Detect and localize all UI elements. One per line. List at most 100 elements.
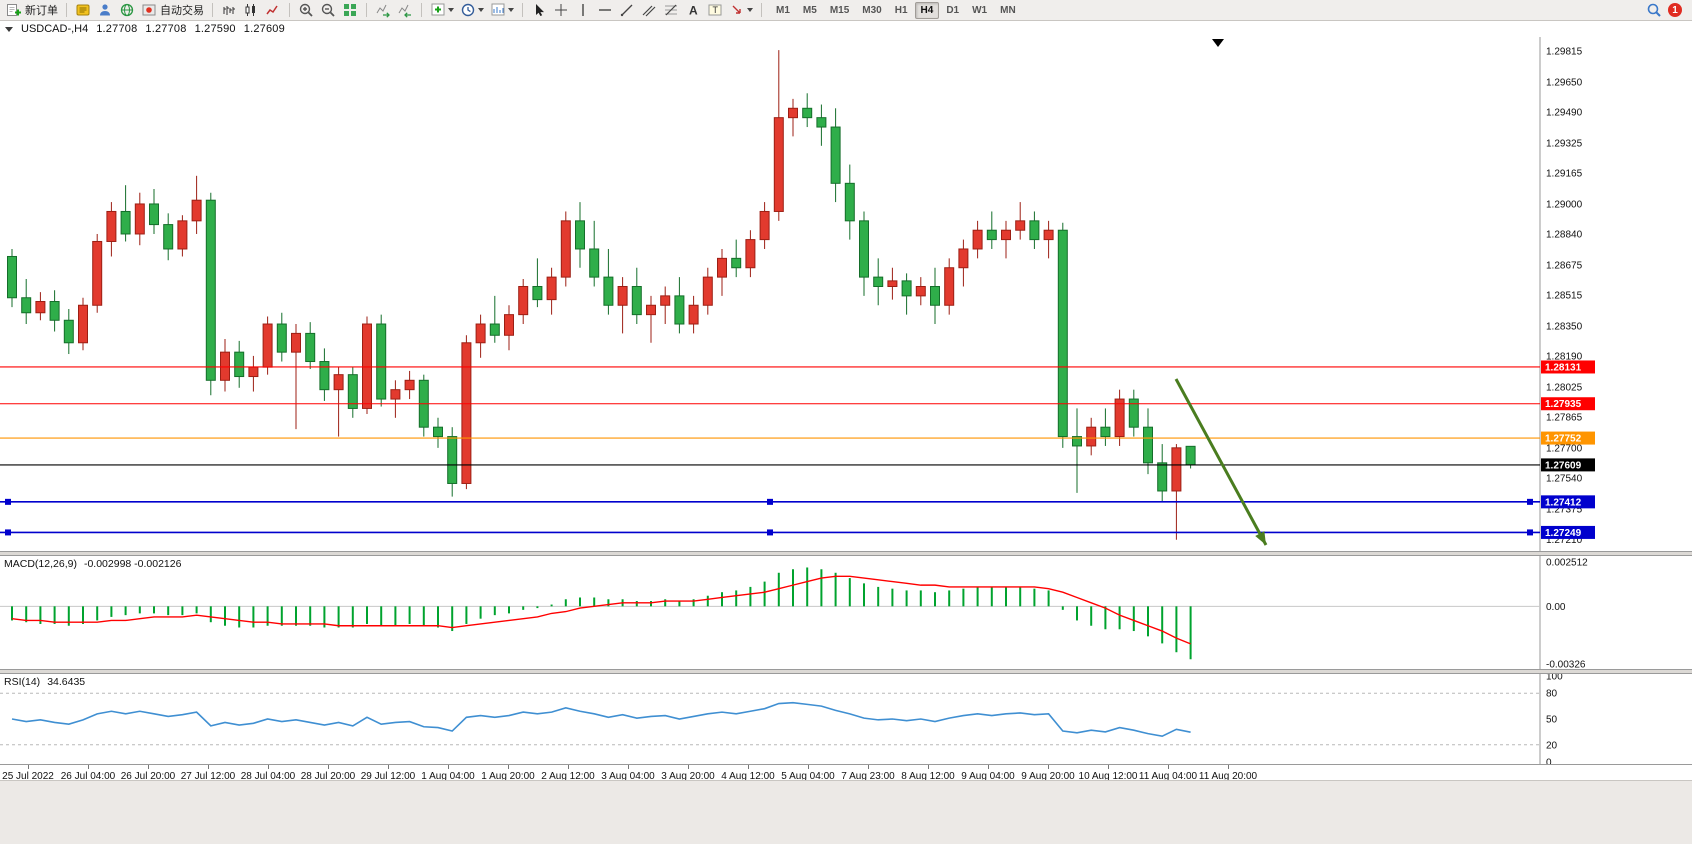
- candle: [731, 257, 742, 269]
- candle: [504, 314, 514, 336]
- candle: [873, 276, 884, 287]
- trend-arrow-head: [1255, 531, 1266, 545]
- zoom-out-icon: [321, 3, 335, 17]
- main-chart-pane[interactable]: 1.29815 1.29650 1.29490 1.29325 1.29165 1.290…: [0, 37, 1692, 551]
- timeframe-w1-button[interactable]: W1: [972, 4, 988, 16]
- hlines-layer: 1.28131 1.27935 1.27752 1.27609 1.27412 1.272…: [0, 360, 1595, 539]
- svg-text:1.27935: 1.27935: [1545, 399, 1582, 410]
- time-axis[interactable]: 25 Jul 2022 26 Jul 04:00 26 Jul 20:00 27 Ju…: [0, 764, 1692, 785]
- timeframe-m5-button[interactable]: M5: [802, 4, 817, 16]
- tile-windows-icon: [344, 4, 356, 16]
- trend-arrow: [1174, 378, 1268, 546]
- cursor-button[interactable]: [529, 1, 549, 19]
- periods-button[interactable]: [458, 1, 486, 19]
- candle: [163, 224, 174, 250]
- candle: [92, 240, 103, 306]
- navigator-button[interactable]: [117, 1, 137, 19]
- candle: [262, 323, 273, 368]
- candle: [688, 304, 699, 325]
- zoom-out-button[interactable]: [318, 1, 338, 19]
- time-axis-label: 1 Aug 04:00: [421, 771, 475, 782]
- time-tick: [688, 765, 689, 769]
- candlestick-chart-button[interactable]: [241, 1, 261, 19]
- trendline-button[interactable]: [617, 1, 637, 19]
- candle: [1086, 426, 1097, 447]
- candle: [1171, 447, 1182, 492]
- time-tick: [928, 765, 929, 769]
- macd-scale-label: 0.002512: [1546, 557, 1588, 568]
- price-tag: [1541, 525, 1595, 539]
- rsi-value: 34.6435: [47, 676, 86, 688]
- autotrading-button[interactable]: 自动交易: [139, 1, 206, 19]
- macd-chart-svg[interactable]: 0.002512 0.00 -0.00326: [0, 556, 1692, 669]
- macd-pane[interactable]: MACD(12,26,9) -0.002998 -0.002126 0.0025…: [0, 556, 1692, 669]
- time-axis-label: 10 Aug 12:00: [1078, 771, 1138, 782]
- indicators-button[interactable]: [428, 1, 456, 19]
- auto-scroll-button[interactable]: [373, 1, 393, 19]
- candle: [35, 301, 46, 314]
- search-button[interactable]: [1644, 1, 1664, 19]
- candle: [404, 379, 415, 391]
- notification-badge[interactable]: 1: [1668, 3, 1682, 17]
- timeframe-m1-button[interactable]: M1: [776, 4, 790, 16]
- vertical-line-button[interactable]: [573, 1, 593, 19]
- horizontal-line-button[interactable]: [595, 1, 615, 19]
- candlestick-chart-svg[interactable]: 1.29815 1.29650 1.29490 1.29325 1.29165 1.290…: [0, 37, 1692, 551]
- timeframe-m15-button[interactable]: M15: [829, 4, 850, 16]
- chart-shift-button[interactable]: [395, 1, 415, 19]
- fibonacci-button[interactable]: [661, 1, 681, 19]
- text-label-button[interactable]: T: [705, 1, 725, 19]
- equidistant-channel-icon: [642, 5, 656, 17]
- candles-layer: [7, 50, 1196, 540]
- timeframe-m30-button[interactable]: M30: [862, 4, 882, 16]
- rsi-title: RSI(14): [4, 676, 41, 688]
- time-axis-label: 25 Jul 2022: [2, 771, 54, 782]
- macd-label: MACD(12,26,9) -0.002998 -0.002126: [4, 558, 181, 570]
- bar-chart-button[interactable]: [219, 1, 239, 19]
- candle: [177, 220, 188, 250]
- candle: [347, 374, 358, 409]
- collapse-chart-arrow-icon[interactable]: [5, 26, 13, 32]
- candle: [205, 199, 216, 381]
- svg-text:1.27249: 1.27249: [1545, 528, 1582, 539]
- timeframe-d1-button[interactable]: D1: [946, 4, 960, 16]
- timeframe-h4-button[interactable]: H4: [914, 1, 940, 19]
- metaeditor-button[interactable]: [73, 1, 93, 19]
- fibonacci-icon: [665, 4, 677, 16]
- time-tick: [1108, 765, 1109, 769]
- tile-windows-button[interactable]: [340, 1, 360, 19]
- rsi-pane[interactable]: RSI(14) 34.6435 100 80 50 20 0: [0, 674, 1692, 764]
- candle: [844, 182, 855, 222]
- time-tick: [88, 765, 89, 769]
- arrows-button[interactable]: [727, 1, 755, 19]
- candle: [1114, 398, 1125, 438]
- rsi-chart-svg[interactable]: 100 80 50 20 0: [0, 674, 1692, 764]
- pane-separator[interactable]: [0, 669, 1692, 674]
- candle: [134, 203, 145, 235]
- line-handle: [767, 498, 773, 505]
- candle: [887, 280, 898, 287]
- timeframe-mn-button[interactable]: MN: [1000, 4, 1016, 16]
- crosshair-button[interactable]: [551, 1, 571, 19]
- timeframe-h1-button[interactable]: H1: [894, 4, 908, 16]
- chart-shift-marker: [1212, 39, 1224, 47]
- candle: [447, 436, 458, 484]
- line-chart-button[interactable]: [263, 1, 283, 19]
- time-axis-label: 29 Jul 12:00: [360, 771, 416, 782]
- indicators-list-icon: [431, 3, 445, 16]
- arrows-icon: [732, 5, 741, 14]
- time-tick: [508, 765, 509, 769]
- market-watch-button[interactable]: [95, 1, 115, 19]
- ohlc-close: 1.27609: [243, 23, 285, 35]
- zoom-in-button[interactable]: [296, 1, 316, 19]
- templates-button[interactable]: [488, 1, 516, 19]
- equidistant-channel-button[interactable]: [639, 1, 659, 19]
- candle: [63, 319, 74, 344]
- svg-text:1.27412: 1.27412: [1545, 497, 1582, 508]
- pane-separator[interactable]: [0, 551, 1692, 556]
- new-order-button[interactable]: 新订单: [4, 1, 60, 19]
- chart-title-bar: USDCAD-,H4 1.27708 1.27708 1.27590 1.276…: [0, 21, 1692, 37]
- candle: [745, 239, 756, 269]
- text-button[interactable]: A: [683, 1, 703, 19]
- candle: [859, 220, 869, 278]
